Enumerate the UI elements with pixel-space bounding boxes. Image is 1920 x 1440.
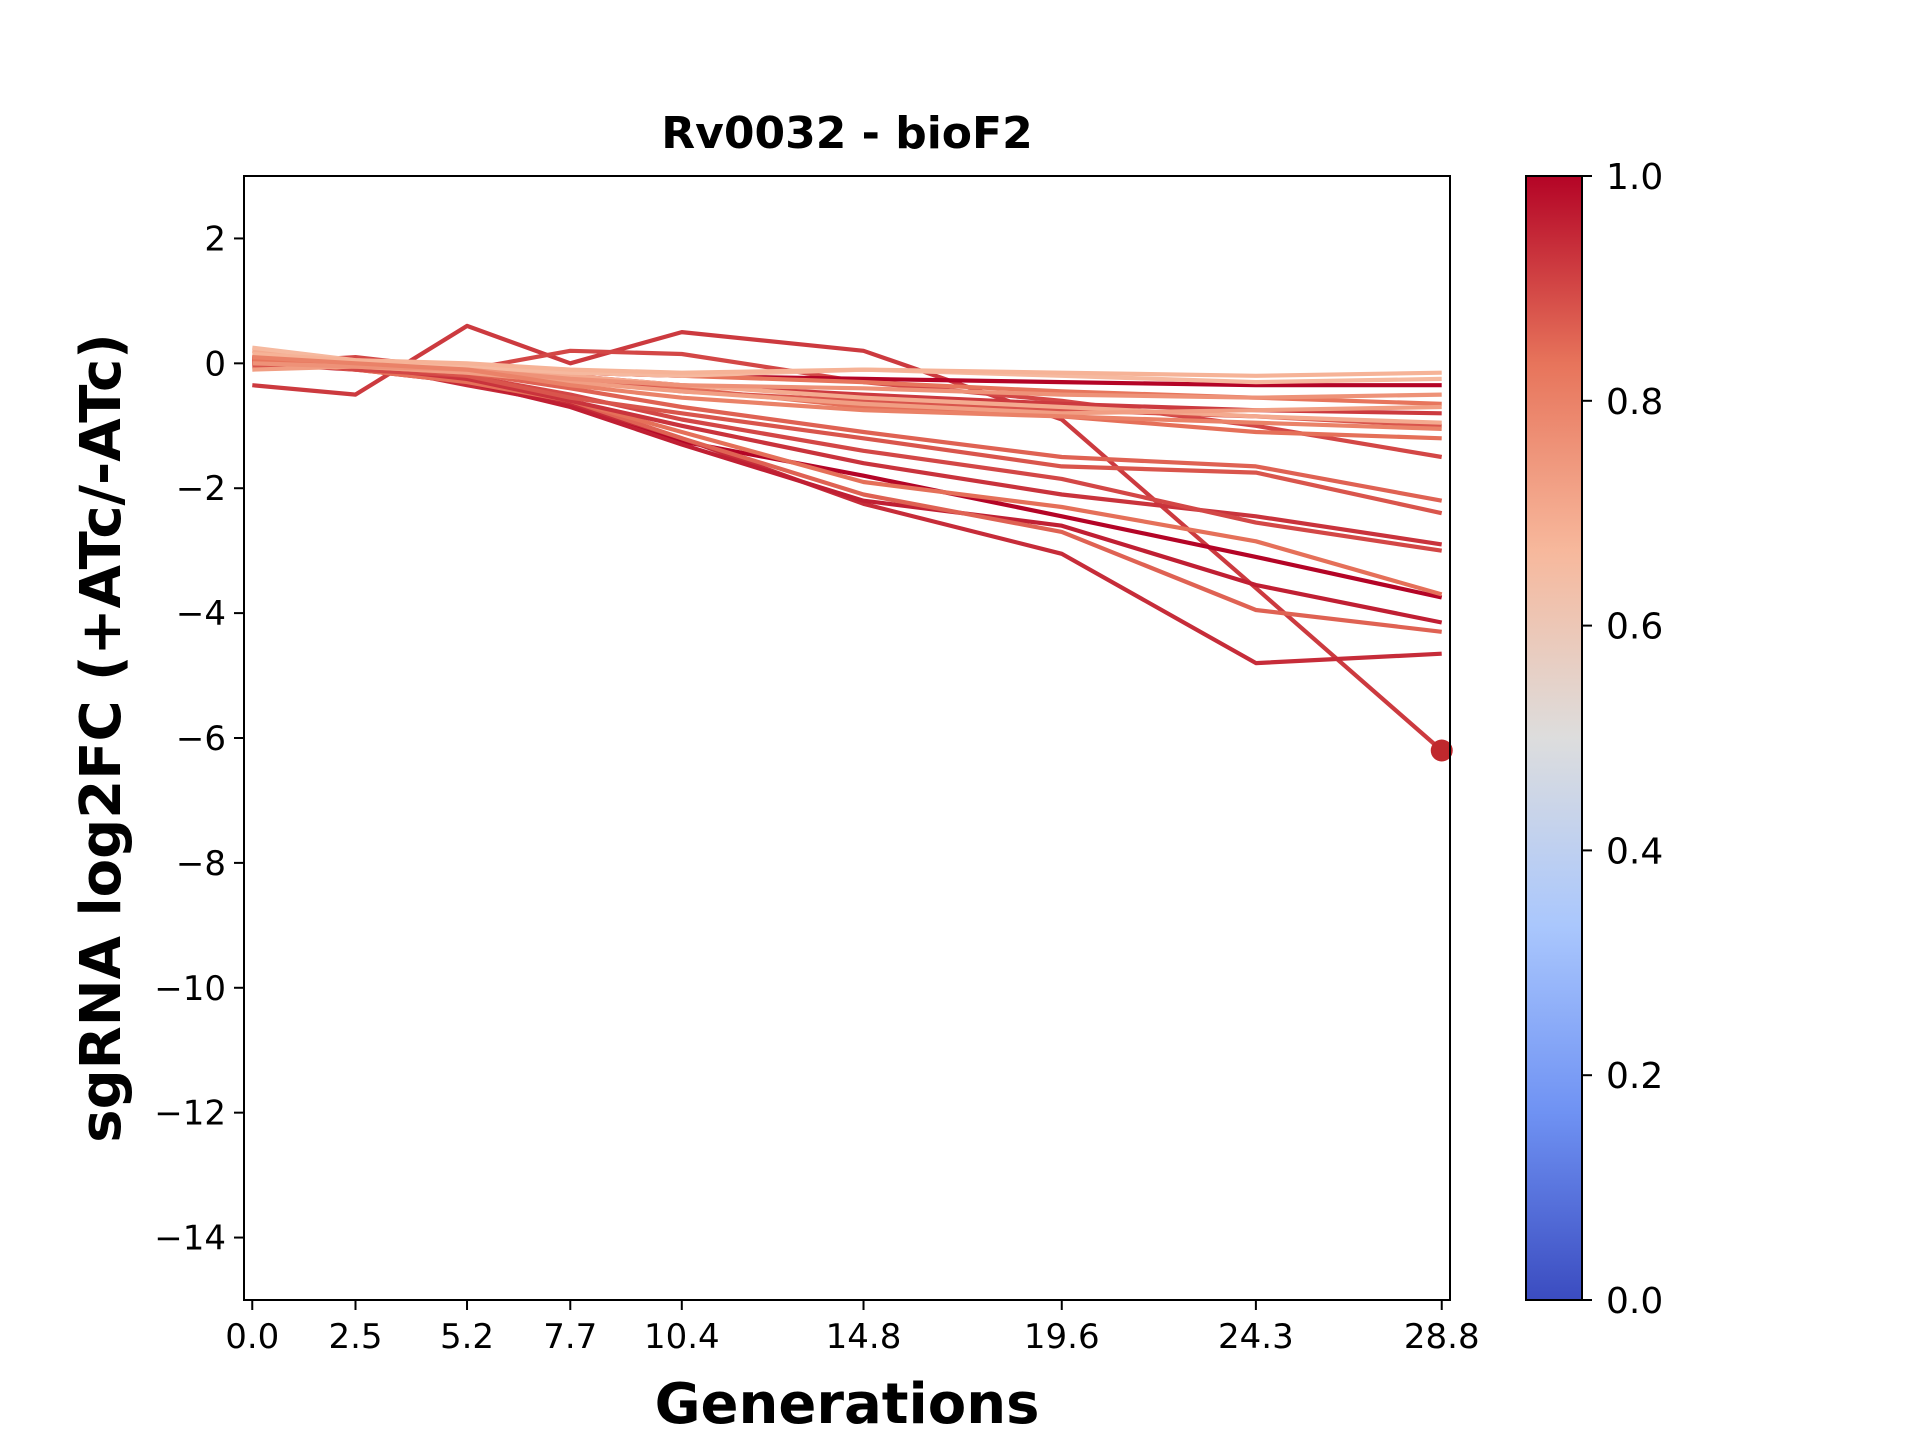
y-tick-label: 2 [204, 219, 226, 259]
series-line-20 [252, 351, 1442, 378]
x-tick-label: 24.3 [1218, 1317, 1294, 1357]
colorbar-tick-label: 0.8 [1606, 382, 1663, 423]
y-tick-label: −12 [154, 1094, 226, 1134]
x-tick-label: 7.7 [543, 1317, 597, 1357]
series-line-22 [252, 355, 1442, 431]
colorbar-tick-label: 1.0 [1606, 157, 1663, 198]
series-line-8 [252, 355, 1443, 553]
colorbar-tick-label: 0.2 [1606, 1056, 1663, 1097]
y-tick-label: −10 [154, 969, 226, 1009]
colorbar-gradient [1525, 175, 1583, 1301]
colorbar: 0.0 0.2 0.4 0.6 0.8 1.0 [1525, 157, 1663, 1322]
y-axis: 2 0 −2 −4 −6 −8 −10 −12 −14 [154, 219, 244, 1259]
highlight-point [1430, 739, 1453, 762]
series-line-7 [252, 361, 1443, 547]
y-tick-label: −2 [176, 469, 226, 509]
y-tick-label: −14 [154, 1219, 226, 1259]
y-tick-label: −8 [176, 844, 226, 884]
x-tick-label: 14.8 [826, 1317, 902, 1357]
y-tick-label: −6 [176, 719, 226, 759]
x-tick-label: 19.6 [1024, 1317, 1100, 1357]
x-tick-label: 0.0 [225, 1317, 279, 1357]
y-tick-label: −4 [176, 594, 226, 634]
y-axis-title: sgRNA log2FC (+ATc/-ATc) [69, 333, 134, 1143]
series-layer [252, 323, 1444, 753]
x-axis-title: Generations [655, 1372, 1040, 1437]
x-tick-label: 10.4 [644, 1317, 720, 1357]
chart-title: Rv0032 - bioF2 [661, 108, 1032, 159]
colorbar-tick-label: 0.4 [1606, 831, 1663, 872]
x-axis: 0.0 2.5 5.2 7.7 10.4 14.8 19.6 24.3 28.8 [225, 1300, 1480, 1357]
series-line-21 [252, 361, 1442, 400]
x-tick-label: 28.8 [1404, 1317, 1480, 1357]
colorbar-tick-label: 0.6 [1606, 607, 1663, 648]
y-tick-label: 0 [204, 344, 226, 384]
x-tick-label: 5.2 [440, 1317, 494, 1357]
colorbar-tick-label: 0.0 [1606, 1281, 1663, 1322]
plot-frame [243, 175, 1451, 1301]
x-tick-label: 2.5 [328, 1317, 382, 1357]
